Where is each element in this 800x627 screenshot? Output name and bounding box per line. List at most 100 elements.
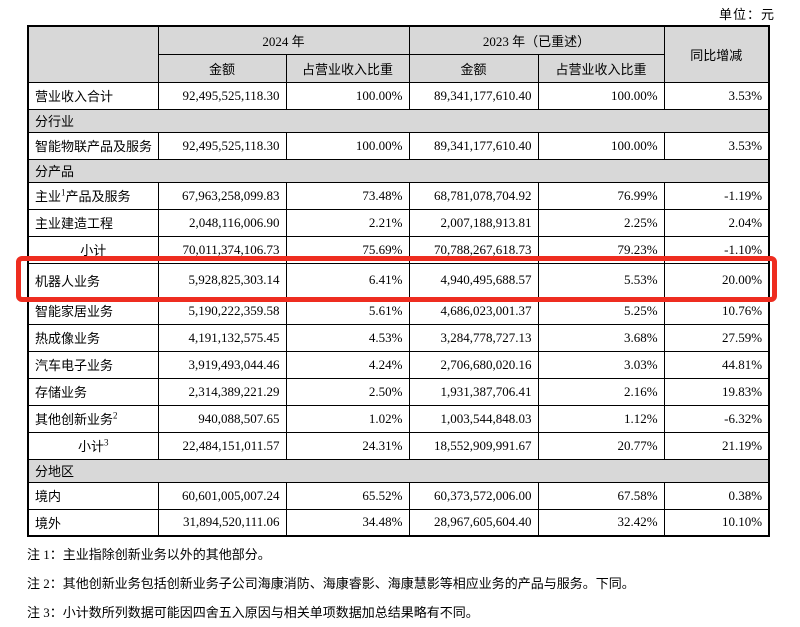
cell-yoy-change: 2.04%: [663, 208, 770, 237]
cell-amount-2023: 89,341,177,610.40: [408, 81, 539, 110]
column-header-amount-2023: 金额: [408, 53, 539, 83]
cell-pct-2024: 100.00%: [285, 131, 410, 160]
cell-yoy-change: 10.76%: [663, 296, 770, 325]
cell-yoy-change: 0.38%: [663, 481, 770, 510]
cell-pct-2024: 34.48%: [285, 508, 410, 537]
row-label: 机器人业务: [27, 262, 159, 298]
cell-pct-2023: 67.58%: [537, 481, 665, 510]
cell-pct-2023: 2.25%: [537, 208, 665, 237]
row-label: 主业建造工程: [27, 208, 159, 237]
cell-pct-2024: 5.61%: [285, 296, 410, 325]
cell-pct-2023: 2.16%: [537, 377, 665, 406]
cell-pct-2023: 3.68%: [537, 323, 665, 352]
cell-amount-2023: 1,931,387,706.41: [408, 377, 539, 406]
cell-pct-2023: 100.00%: [537, 81, 665, 110]
data-row: 营业收入合计 92,495,525,118.30 100.00% 89,341,177…: [27, 81, 770, 110]
section-label: 分行业: [27, 108, 770, 133]
section-row: 分行业: [27, 108, 770, 133]
row-label: 小计: [27, 235, 159, 264]
section-label: 分地区: [27, 458, 770, 483]
column-header-pct-2024: 占营业收入比重: [285, 53, 410, 83]
section-row: 分产品: [27, 158, 770, 183]
footnote-1: 注 1：主业指除创新业务以外的其他部分。: [27, 547, 271, 562]
cell-amount-2023: 3,284,778,727.13: [408, 323, 539, 352]
row-label: 存储业务: [27, 377, 159, 406]
unit-label: 单位：元: [718, 7, 775, 22]
cell-amount-2024: 5,928,825,303.14: [157, 262, 287, 298]
data-row: 存储业务 2,314,389,221.29 2.50% 1,931,387,706.4…: [27, 377, 770, 406]
cell-yoy-change: -6.32%: [663, 404, 770, 433]
cell-yoy-change: 3.53%: [663, 81, 770, 110]
cell-amount-2024: 940,088,507.65: [157, 404, 287, 433]
cell-yoy-change: -1.10%: [663, 235, 770, 264]
cell-amount-2023: 28,967,605,604.40: [408, 508, 539, 537]
data-row: 小计 70,011,374,106.73 75.69% 70,788,267,618.…: [27, 235, 770, 264]
cell-amount-2024: 2,048,116,006.90: [157, 208, 287, 237]
column-group-2024: 2024 年: [157, 25, 410, 55]
cell-pct-2024: 4.53%: [285, 323, 410, 352]
column-header-amount-2024: 金额: [157, 53, 287, 83]
cell-amount-2023: 18,552,909,991.67: [408, 431, 539, 460]
column-header-pct-2023: 占营业收入比重: [537, 53, 665, 83]
cell-amount-2023: 89,341,177,610.40: [408, 131, 539, 160]
revenue-breakdown-table: 2024 年 2023 年（已重述） 同比增减 金额 占营业收入比重 金额 占营…: [27, 25, 771, 537]
footnotes: 注 1：主业指除创新业务以外的其他部分。 注 2：其他创新业务包括创新业务子公司…: [27, 540, 787, 627]
cell-yoy-change: 10.10%: [663, 508, 770, 537]
cell-pct-2023: 76.99%: [537, 181, 665, 210]
row-label: 小计3: [27, 431, 159, 460]
cell-pct-2023: 3.03%: [537, 350, 665, 379]
cell-amount-2024: 70,011,374,106.73: [157, 235, 287, 264]
cell-amount-2023: 70,788,267,618.73: [408, 235, 539, 264]
data-row: 小计3 22,484,151,011.57 24.31% 18,552,909,991…: [27, 431, 770, 460]
cell-yoy-change: 19.83%: [663, 377, 770, 406]
cell-pct-2024: 1.02%: [285, 404, 410, 433]
cell-pct-2023: 5.53%: [537, 262, 665, 298]
cell-amount-2023: 68,781,078,704.92: [408, 181, 539, 210]
row-label: 智能物联产品及服务: [27, 131, 159, 160]
row-label: 汽车电子业务: [27, 350, 159, 379]
row-label: 其他创新业务2: [27, 404, 159, 433]
row-label: 境内: [27, 481, 159, 510]
cell-amount-2023: 1,003,544,848.03: [408, 404, 539, 433]
header-row-subcolumns: 金额 占营业收入比重 金额 占营业收入比重: [28, 53, 769, 83]
table-header: 2024 年 2023 年（已重述） 同比增减 金额 占营业收入比重 金额 占营…: [27, 25, 770, 83]
cell-pct-2024: 24.31%: [285, 431, 410, 460]
cell-pct-2024: 6.41%: [285, 262, 410, 298]
cell-yoy-change: 27.59%: [663, 323, 770, 352]
cell-pct-2023: 100.00%: [537, 131, 665, 160]
cell-amount-2023: 4,940,495,688.57: [408, 262, 539, 298]
cell-pct-2023: 32.42%: [537, 508, 665, 537]
section-row: 分地区: [27, 458, 770, 483]
cell-pct-2023: 20.77%: [537, 431, 665, 460]
cell-yoy-change: -1.19%: [663, 181, 770, 210]
footnote-3: 注 3：小计数所列数据可能因四舍五入原因与相关单项数据加总结果略有不同。: [27, 605, 479, 620]
data-row: 热成像业务 4,191,132,575.45 4.53% 3,284,778,727.…: [27, 323, 770, 352]
cell-amount-2023: 60,373,572,006.00: [408, 481, 539, 510]
cell-amount-2024: 67,963,258,099.83: [157, 181, 287, 210]
cell-amount-2023: 4,686,023,001.37: [408, 296, 539, 325]
data-row: 境内 60,601,005,007.24 65.52% 60,373,572,006.…: [27, 481, 770, 510]
section-label: 分产品: [27, 158, 770, 183]
cell-pct-2024: 2.21%: [285, 208, 410, 237]
row-label: 主业1产品及服务: [27, 181, 159, 210]
cell-pct-2024: 73.48%: [285, 181, 410, 210]
cell-amount-2024: 4,191,132,575.45: [157, 323, 287, 352]
cell-pct-2024: 2.50%: [285, 377, 410, 406]
cell-amount-2024: 5,190,222,359.58: [157, 296, 287, 325]
cell-pct-2024: 100.00%: [285, 81, 410, 110]
data-row: 境外 31,894,520,111.06 34.48% 28,967,605,604.…: [27, 508, 770, 537]
header-row-groups: 2024 年 2023 年（已重述） 同比增减: [27, 25, 770, 83]
data-row: 汽车电子业务 3,919,493,044.46 4.24% 2,706,680,020…: [27, 350, 770, 379]
data-row: 智能家居业务 5,190,222,359.58 5.61% 4,686,023,001…: [27, 296, 770, 325]
cell-amount-2024: 31,894,520,111.06: [157, 508, 287, 537]
cell-pct-2024: 4.24%: [285, 350, 410, 379]
row-label: 营业收入合计: [27, 81, 159, 110]
cell-pct-2024: 65.52%: [285, 481, 410, 510]
cell-yoy-change: 44.81%: [663, 350, 770, 379]
cell-pct-2024: 75.69%: [285, 235, 410, 264]
cell-yoy-change: 20.00%: [663, 262, 770, 298]
cell-pct-2023: 1.12%: [537, 404, 665, 433]
cell-amount-2024: 3,919,493,044.46: [157, 350, 287, 379]
data-row: 智能物联产品及服务 92,495,525,118.30 100.00% 89,341,…: [27, 131, 770, 160]
corner-empty-cell: [27, 25, 159, 83]
